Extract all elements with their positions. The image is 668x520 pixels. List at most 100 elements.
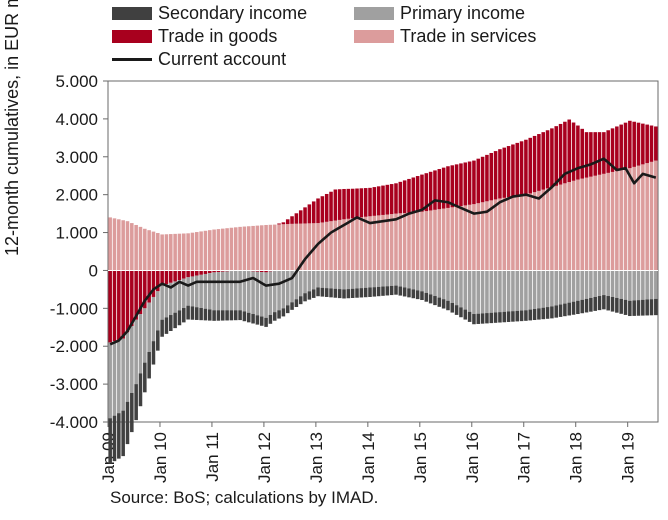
- x-tick-label: Jan 10: [151, 432, 170, 483]
- bar-segment: [376, 270, 381, 287]
- bar-segment: [225, 228, 229, 271]
- bar-segment: [125, 270, 130, 333]
- bar-segment: [381, 270, 385, 287]
- bar-segment: [337, 189, 342, 220]
- bar-segment: [381, 286, 385, 296]
- bar-segment: [472, 314, 476, 325]
- x-tick-label: Jan 18: [567, 432, 586, 483]
- bar-segment: [151, 296, 156, 342]
- bar-segment: [476, 313, 481, 324]
- y-tick-label: 3.000: [55, 148, 98, 167]
- bar-segment: [251, 314, 255, 324]
- bar-segment: [177, 310, 182, 326]
- bar-segment: [294, 299, 299, 308]
- bar-segment: [156, 330, 160, 351]
- bar-segment: [320, 270, 325, 288]
- bar-segment: [489, 200, 494, 271]
- bar-segment: [446, 166, 450, 208]
- bar-segment: [558, 184, 563, 271]
- bar-segment: [472, 204, 476, 271]
- legend: Secondary income Primary income Trade in…: [112, 2, 632, 70]
- legend-item-primary-income: Primary income: [354, 2, 525, 24]
- bar-segment: [619, 298, 623, 314]
- bar-segment: [567, 182, 571, 271]
- bar-segment: [554, 185, 559, 271]
- bar-segment: [485, 201, 489, 271]
- bar-segment: [437, 297, 442, 307]
- bar-segment: [337, 289, 342, 299]
- bar-segment: [255, 225, 260, 271]
- bar-segment: [294, 223, 299, 271]
- bar-segment: [450, 270, 455, 303]
- bar-segment: [199, 307, 203, 321]
- bar-segment: [272, 312, 277, 321]
- bar-segment: [407, 178, 411, 213]
- bar-segment: [589, 132, 593, 177]
- bar-segment: [593, 132, 597, 176]
- bar-segment: [411, 177, 416, 213]
- bar-segment: [571, 270, 576, 302]
- bar-segment: [264, 224, 268, 271]
- bar-segment: [277, 270, 281, 311]
- bar-segment: [528, 309, 533, 321]
- bar-segment: [628, 168, 632, 271]
- bar-segment: [324, 288, 329, 297]
- bar-segment: [558, 304, 563, 317]
- bar-segment: [433, 170, 437, 210]
- bar-segment: [420, 174, 424, 212]
- bar-segment: [589, 176, 593, 271]
- bar-segment: [498, 198, 502, 271]
- bar-segment: [112, 415, 117, 462]
- bar-segment: [623, 122, 628, 170]
- bar-segment: [415, 290, 420, 300]
- bar-segment: [441, 299, 446, 309]
- bar-segment: [303, 293, 307, 302]
- bar-segment: [333, 270, 338, 289]
- bar-segment: [498, 149, 502, 199]
- bar-segment: [138, 373, 143, 407]
- bar-segment: [567, 119, 571, 183]
- bar-segment: [311, 223, 316, 271]
- bar-segment: [515, 270, 520, 311]
- legend-label-trade-in-goods: Trade in goods: [158, 25, 278, 46]
- bar-segment: [368, 216, 372, 271]
- bar-segment: [147, 302, 151, 352]
- bar-segment: [541, 132, 546, 190]
- bar-segment: [407, 212, 411, 271]
- legend-item-current-account: Current account: [112, 48, 286, 70]
- bar-segment: [125, 332, 130, 402]
- bar-segment: [597, 174, 602, 271]
- bar-segment: [437, 209, 442, 271]
- bar-segment: [311, 270, 316, 290]
- bar-segment: [515, 310, 520, 322]
- bar-segment: [143, 362, 147, 393]
- bar-segment: [143, 228, 147, 271]
- bar-segment: [220, 228, 225, 271]
- bar-segment: [563, 183, 567, 271]
- bar-segment: [255, 271, 260, 316]
- legend-label-secondary-income: Secondary income: [158, 2, 308, 23]
- bar-segment: [311, 201, 316, 224]
- bar-segment: [147, 270, 151, 303]
- bar-segment: [324, 221, 329, 271]
- bar-segment: [329, 270, 333, 289]
- bar-segment: [602, 132, 606, 174]
- bar-segment: [238, 270, 242, 311]
- bar-segment: [459, 307, 463, 318]
- bar-segment: [363, 270, 368, 288]
- x-tick-label: Jan 13: [307, 432, 326, 483]
- bar-segment: [411, 289, 416, 299]
- bar-segment: [186, 277, 190, 306]
- bar-segment: [407, 270, 411, 289]
- bar-segment: [307, 270, 312, 292]
- bar-segment: [424, 270, 429, 293]
- bar-segment: [130, 270, 134, 327]
- bar-segment: [160, 270, 164, 286]
- bar-segment: [324, 270, 329, 289]
- bar-segment: [493, 270, 498, 313]
- bar-segment: [381, 185, 385, 215]
- legend-item-trade-in-goods: Trade in goods: [112, 25, 277, 47]
- bar-segment: [550, 270, 554, 307]
- source-note: Source: BoS; calculations by IMAD.: [110, 488, 379, 507]
- bar-segment: [519, 195, 524, 271]
